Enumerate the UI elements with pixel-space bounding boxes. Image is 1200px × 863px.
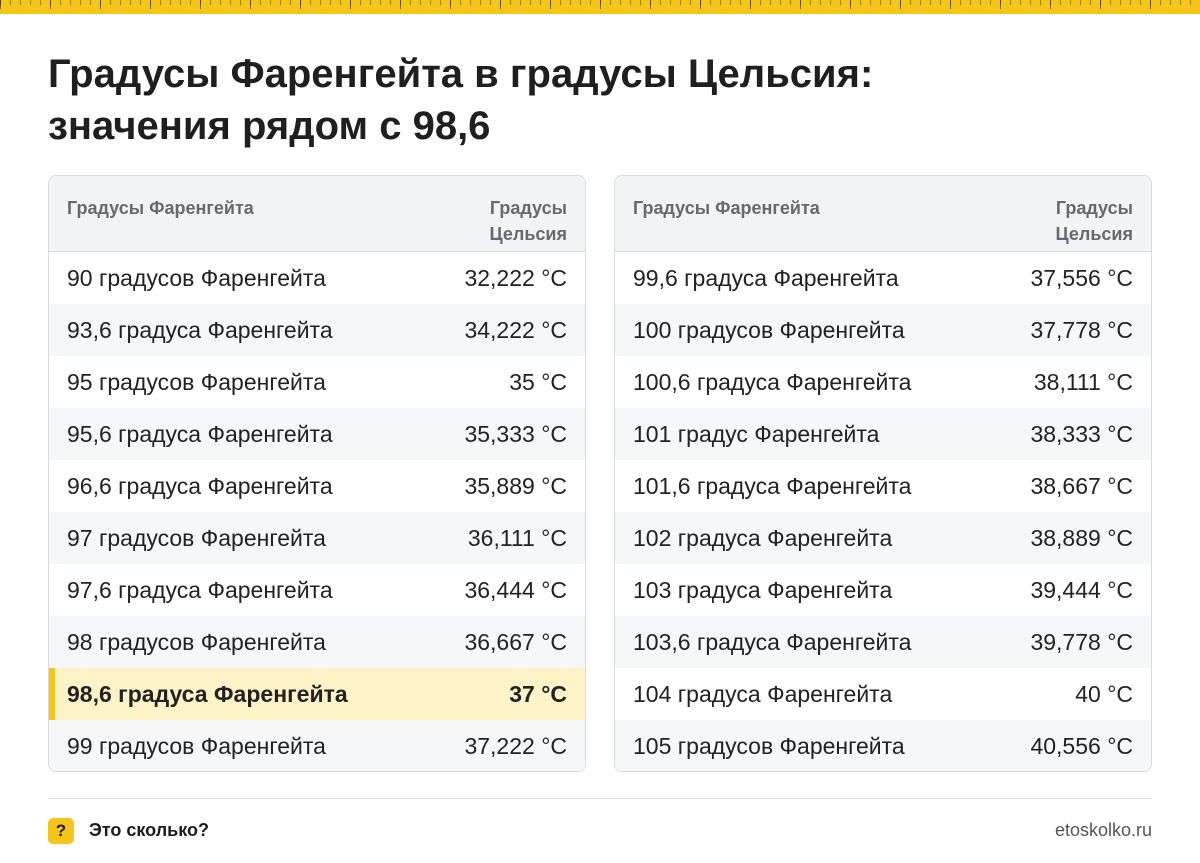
- table-header: Градусы Фаренгейта Градусы Цельсия: [615, 176, 1151, 252]
- table-row: 93,6 градуса Фаренгейта 34,222 °C: [49, 304, 585, 356]
- ruler-decoration: [0, 0, 1200, 14]
- question-icon: ?: [48, 818, 74, 844]
- cell-celsius: 35 °C: [509, 368, 567, 395]
- table-row: 96,6 градуса Фаренгейта 35,889 °C: [49, 460, 585, 512]
- cell-fahrenheit: 102 градуса Фаренгейта: [633, 524, 893, 551]
- cell-celsius: 40 °C: [1075, 680, 1133, 707]
- cell-fahrenheit: 98,6 градуса Фаренгейта: [67, 680, 348, 707]
- cell-fahrenheit: 104 градуса Фаренгейта: [633, 680, 893, 707]
- table-row: 102 градуса Фаренгейта 38,889 °C: [615, 512, 1151, 564]
- cell-fahrenheit: 99,6 градуса Фаренгейта: [633, 264, 899, 291]
- table-row: 98 градусов Фаренгейта 36,667 °C: [49, 616, 585, 668]
- table-header: Градусы Фаренгейта Градусы Цельсия: [49, 176, 585, 252]
- conversion-table-right: Градусы Фаренгейта Градусы Цельсия 99,6 …: [614, 175, 1152, 772]
- table-row: 97,6 градуса Фаренгейта 36,444 °C: [49, 564, 585, 616]
- cell-celsius: 38,667 °C: [1030, 472, 1133, 499]
- cell-celsius: 34,222 °C: [464, 316, 567, 343]
- cell-fahrenheit: 97 градусов Фаренгейта: [67, 524, 326, 551]
- cell-celsius: 38,111 °C: [1033, 368, 1133, 395]
- cell-celsius: 36,667 °C: [464, 628, 567, 655]
- table-row: 101,6 градуса Фаренгейта 38,667 °C: [615, 460, 1151, 512]
- cell-fahrenheit: 97,6 градуса Фаренгейта: [67, 576, 333, 603]
- table-row: 100,6 градуса Фаренгейта 38,111 °C: [615, 356, 1151, 408]
- cell-fahrenheit: 103 градуса Фаренгейта: [633, 576, 893, 603]
- table-row: 104 градуса Фаренгейта 40 °C: [615, 668, 1151, 720]
- cell-celsius: 38,889 °C: [1030, 524, 1133, 551]
- cell-celsius: 36,444 °C: [464, 576, 567, 603]
- cell-celsius: 35,889 °C: [464, 472, 567, 499]
- table-row: 99 градусов Фаренгейта 37,222 °C: [49, 720, 585, 771]
- cell-celsius: 36,111 °C: [467, 524, 567, 551]
- brand-name: Это сколько?: [89, 820, 209, 840]
- cell-fahrenheit: 100 градусов Фаренгейта: [633, 316, 905, 343]
- cell-celsius: 35,333 °C: [464, 420, 567, 447]
- conversion-table-left: Градусы Фаренгейта Градусы Цельсия 90 гр…: [48, 175, 586, 772]
- table-row: 97 градусов Фаренгейта 36,111 °C: [49, 512, 585, 564]
- header-fahrenheit: Градусы Фаренгейта: [633, 198, 820, 218]
- table-row: 105 градусов Фаренгейта 40,556 °C: [615, 720, 1151, 771]
- cell-fahrenheit: 101 градус Фаренгейта: [633, 420, 880, 447]
- cell-celsius: 32,222 °C: [464, 264, 567, 291]
- cell-celsius: 39,778 °C: [1030, 628, 1133, 655]
- cell-celsius: 40,556 °C: [1030, 732, 1133, 759]
- table-row: 103 градуса Фаренгейта 39,444 °C: [615, 564, 1151, 616]
- header-celsius: Градусы Цельсия: [489, 198, 567, 244]
- table-row: 95 градусов Фаренгейта 35 °C: [49, 356, 585, 408]
- table-body: 99,6 градуса Фаренгейта 37,556 °C 100 гра…: [615, 252, 1151, 771]
- cell-fahrenheit: 90 градусов Фаренгейта: [67, 264, 326, 291]
- cell-fahrenheit: 101,6 градуса Фаренгейта: [633, 472, 912, 499]
- table-row: 103,6 градуса Фаренгейта 39,778 °C: [615, 616, 1151, 668]
- site-link[interactable]: etoskolko.ru: [1054, 820, 1152, 840]
- cell-fahrenheit: 96,6 градуса Фаренгейта: [67, 472, 333, 499]
- cell-fahrenheit: 99 градусов Фаренгейта: [67, 732, 326, 759]
- header-fahrenheit: Градусы Фаренгейта: [67, 198, 254, 218]
- cell-fahrenheit: 103,6 градуса Фаренгейта: [633, 628, 912, 655]
- cell-celsius: 39,444 °C: [1030, 576, 1133, 603]
- cell-celsius: 37,222 °C: [464, 732, 567, 759]
- cell-fahrenheit: 98 градусов Фаренгейта: [67, 628, 326, 655]
- table-row: 100 градусов Фаренгейта 37,778 °C: [615, 304, 1151, 356]
- cell-celsius: 37 °C: [509, 680, 567, 707]
- table-row-highlighted: 98,6 градуса Фаренгейта 37 °C: [49, 668, 585, 720]
- header-celsius: Градусы Цельсия: [1055, 198, 1133, 244]
- cell-celsius: 37,778 °C: [1030, 316, 1133, 343]
- page-title-line-1: Градусы Фаренгейта в градусы Цельсия:: [48, 52, 874, 96]
- cell-fahrenheit: 100,6 градуса Фаренгейта: [633, 368, 912, 395]
- table-row: 101 градус Фаренгейта 38,333 °C: [615, 408, 1151, 460]
- footer-divider: [48, 798, 1152, 799]
- cell-celsius: 37,556 °C: [1030, 264, 1133, 291]
- table-row: 95,6 градуса Фаренгейта 35,333 °C: [49, 408, 585, 460]
- cell-celsius: 38,333 °C: [1030, 420, 1133, 447]
- cell-fahrenheit: 105 градусов Фаренгейта: [633, 732, 905, 759]
- table-body: 90 градусов Фаренгейта 32,222 °C 93,6 гра…: [49, 252, 585, 771]
- cell-fahrenheit: 95 градусов Фаренгейта: [67, 368, 326, 395]
- page-title: Градусы Фаренгейта в градусы Цельсия: зн…: [48, 48, 1148, 152]
- table-row: 99,6 градуса Фаренгейта 37,556 °C: [615, 252, 1151, 304]
- table-row: 90 градусов Фаренгейта 32,222 °C: [49, 252, 585, 304]
- cell-fahrenheit: 95,6 градуса Фаренгейта: [67, 420, 333, 447]
- page-title-line-2: значения рядом с 98,6: [48, 104, 491, 148]
- cell-fahrenheit: 93,6 градуса Фаренгейта: [67, 316, 333, 343]
